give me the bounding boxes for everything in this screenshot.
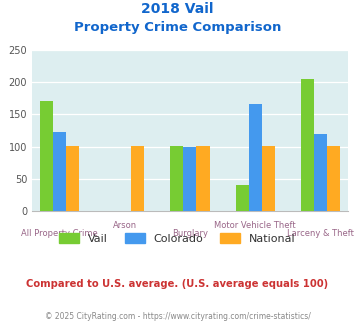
Bar <box>327 146 340 211</box>
Bar <box>40 101 53 211</box>
Bar <box>236 185 248 211</box>
Text: Arson: Arson <box>113 221 137 230</box>
Legend: Vail, Colorado, National: Vail, Colorado, National <box>55 228 300 248</box>
Text: Larceny & Theft: Larceny & Theft <box>287 229 354 238</box>
Text: Property Crime Comparison: Property Crime Comparison <box>74 21 281 34</box>
Bar <box>66 146 79 211</box>
Text: © 2025 CityRating.com - https://www.cityrating.com/crime-statistics/: © 2025 CityRating.com - https://www.city… <box>45 312 310 321</box>
Text: All Property Crime: All Property Crime <box>21 229 98 238</box>
Bar <box>196 146 209 211</box>
Bar <box>53 132 66 211</box>
Bar <box>248 105 262 211</box>
Bar <box>170 146 184 211</box>
Text: Compared to U.S. average. (U.S. average equals 100): Compared to U.S. average. (U.S. average … <box>26 279 329 289</box>
Bar <box>262 146 275 211</box>
Bar <box>184 147 196 211</box>
Text: Burglary: Burglary <box>172 229 208 238</box>
Bar <box>301 79 314 211</box>
Bar <box>131 146 144 211</box>
Text: 2018 Vail: 2018 Vail <box>141 2 214 16</box>
Text: Motor Vehicle Theft: Motor Vehicle Theft <box>214 221 296 230</box>
Bar <box>314 134 327 211</box>
